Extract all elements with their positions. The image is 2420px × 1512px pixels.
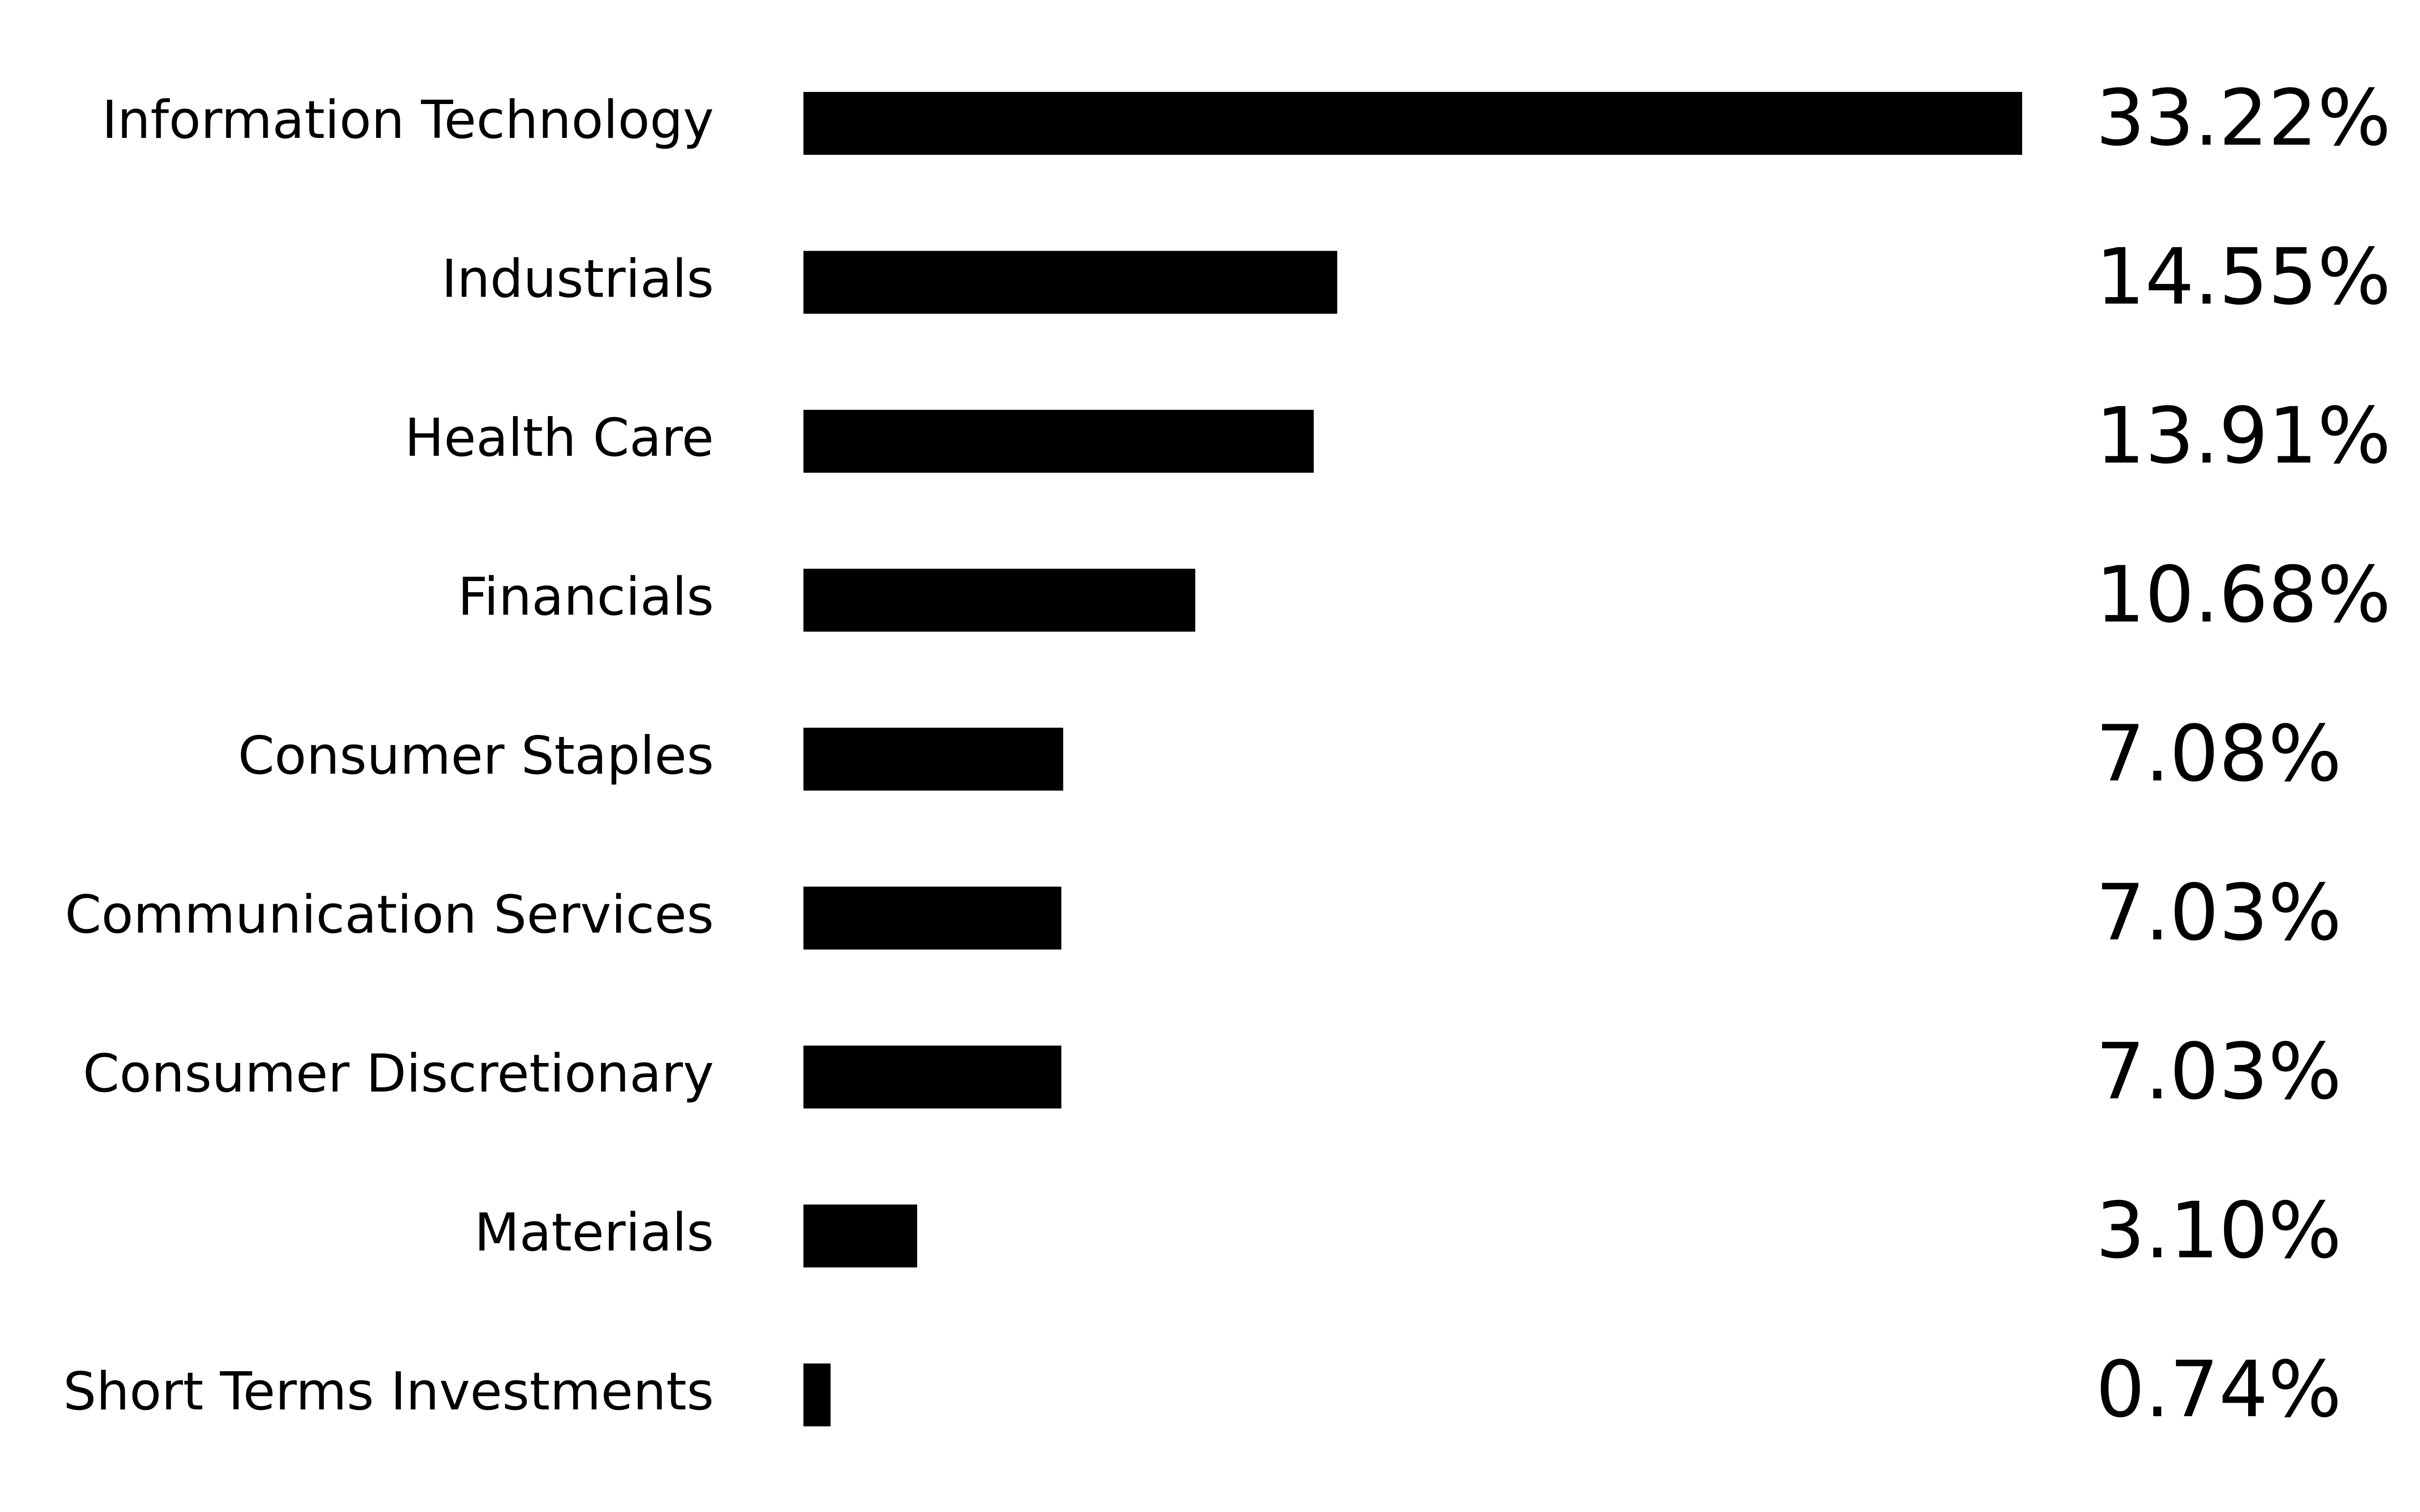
category-label: Industrials — [441, 249, 714, 309]
category-label: Consumer Discretionary — [83, 1044, 714, 1104]
value-labels: 33.22% 14.55% 13.91% 10.68% 7.08% 7.03% 7.03% 3… — [2096, 73, 2391, 1435]
value-label: 14.55% — [2096, 231, 2391, 322]
value-label: 7.03% — [2096, 867, 2342, 958]
bar — [803, 569, 1195, 632]
category-labels: Information Technology Industrials Health … — [63, 90, 714, 1422]
value-label: 0.74% — [2096, 1344, 2342, 1435]
category-label: Financials — [458, 567, 714, 627]
bar — [803, 1046, 1061, 1108]
value-label: 33.22% — [2096, 73, 2391, 163]
category-label: Materials — [474, 1202, 714, 1263]
bar — [803, 410, 1314, 473]
bar — [803, 886, 1061, 950]
value-label: 10.68% — [2096, 549, 2391, 640]
value-label: 7.08% — [2096, 708, 2342, 799]
category-label: Information Technology — [102, 90, 714, 150]
value-label: 13.91% — [2096, 390, 2391, 481]
bars — [803, 92, 2022, 1426]
bar — [803, 92, 2022, 155]
bar — [803, 728, 1063, 791]
value-label: 3.10% — [2096, 1185, 2342, 1275]
bar — [803, 251, 1337, 314]
bar — [803, 1363, 831, 1426]
category-label: Communication Services — [65, 884, 714, 945]
value-label: 7.03% — [2096, 1026, 2342, 1117]
bar — [803, 1204, 917, 1268]
category-label: Consumer Staples — [238, 726, 714, 786]
category-label: Health Care — [405, 408, 714, 468]
category-label: Short Terms Investments — [63, 1362, 714, 1422]
